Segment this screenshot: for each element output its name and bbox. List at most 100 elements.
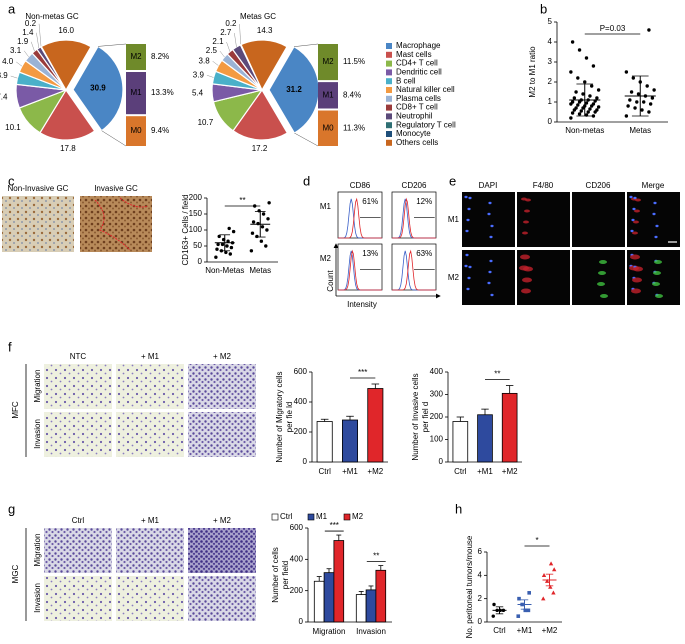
leader-line bbox=[226, 41, 231, 52]
data-point bbox=[266, 217, 270, 221]
legend-swatch bbox=[386, 43, 392, 49]
slice-label: 7.4 bbox=[0, 93, 8, 102]
stain bbox=[631, 288, 641, 294]
y-axis-label: M2 to M1 ratio bbox=[528, 46, 537, 98]
data-point bbox=[647, 28, 651, 32]
nucleus bbox=[466, 218, 470, 222]
leader-line bbox=[31, 41, 35, 52]
data-point bbox=[645, 84, 649, 88]
data-point bbox=[225, 244, 229, 248]
transwell-image bbox=[188, 412, 256, 457]
leader-line bbox=[16, 61, 23, 67]
connector bbox=[101, 130, 127, 147]
transwell-image bbox=[188, 364, 256, 409]
data-point bbox=[626, 104, 630, 108]
connector bbox=[97, 43, 127, 47]
x-tick-label: Non-Metas bbox=[205, 266, 244, 275]
data-point bbox=[591, 114, 596, 118]
row-label: M1 bbox=[320, 202, 332, 211]
panel-letter: a bbox=[8, 1, 16, 16]
data-point bbox=[264, 244, 268, 248]
data-point bbox=[250, 231, 255, 235]
stain bbox=[523, 220, 529, 224]
stain bbox=[598, 271, 606, 275]
data-point bbox=[586, 110, 590, 114]
y-tick-label: 2 bbox=[478, 594, 483, 603]
ihc-image bbox=[2, 196, 74, 252]
column-label: Merge bbox=[642, 181, 665, 190]
data-point bbox=[591, 64, 596, 68]
y-tick-label: 50 bbox=[193, 241, 202, 250]
panel-letter: b bbox=[540, 1, 547, 16]
significance-label: ** bbox=[373, 552, 379, 561]
bar bbox=[355, 594, 367, 623]
x-tick-label: Ctrl bbox=[493, 626, 506, 635]
nucleus bbox=[490, 293, 494, 297]
data-point bbox=[224, 250, 228, 255]
legend-label: Ctrl bbox=[280, 512, 293, 521]
segment-value-label: 11.5% bbox=[343, 57, 365, 66]
column-label: + M2 bbox=[213, 516, 232, 525]
data-point bbox=[227, 226, 231, 231]
percent-label: 61% bbox=[362, 197, 378, 206]
pie-slice bbox=[39, 88, 96, 141]
x-tick-label: Ctrl bbox=[318, 467, 331, 476]
data-point bbox=[569, 116, 573, 120]
significance-label: *** bbox=[358, 368, 367, 377]
segment-value-label: 9.4% bbox=[151, 126, 169, 135]
pie-title: Non-metas GC bbox=[25, 12, 79, 21]
nucleus bbox=[464, 264, 468, 268]
cell-line-label: MFC bbox=[11, 401, 20, 419]
stain bbox=[635, 198, 641, 202]
data-point bbox=[256, 221, 260, 226]
significance-label: ** bbox=[239, 196, 245, 205]
nucleus bbox=[489, 235, 493, 239]
data-point bbox=[523, 608, 528, 613]
percent-label: 63% bbox=[416, 249, 432, 258]
data-point bbox=[544, 578, 550, 583]
transwell-image bbox=[44, 576, 112, 621]
y-tick-label: 300 bbox=[430, 390, 444, 399]
legend-label: Plasma cells bbox=[396, 94, 441, 103]
pie-slice bbox=[72, 45, 124, 132]
slice-label: 10.7 bbox=[198, 118, 214, 127]
data-point bbox=[249, 249, 254, 253]
x-tick-label: +M1 bbox=[477, 467, 493, 476]
fluorescence-image bbox=[462, 192, 515, 247]
segment-label: M2 bbox=[130, 52, 142, 61]
nucleus bbox=[465, 253, 469, 257]
legend-swatch bbox=[386, 78, 392, 85]
leader-line bbox=[219, 50, 225, 58]
row-label: Migration bbox=[33, 534, 42, 567]
stain bbox=[522, 277, 532, 283]
transwell-image bbox=[116, 364, 184, 409]
percent-label: 12% bbox=[416, 197, 432, 206]
column-label: NTC bbox=[70, 352, 87, 361]
slice-label: 16.0 bbox=[58, 26, 74, 35]
data-point bbox=[588, 107, 592, 111]
stain bbox=[630, 254, 640, 260]
data-point bbox=[267, 201, 271, 205]
data-point bbox=[260, 225, 265, 229]
y-tick-label: 0 bbox=[303, 457, 308, 466]
segment-label: M1 bbox=[322, 90, 334, 99]
data-point bbox=[226, 239, 230, 243]
data-point bbox=[265, 228, 269, 232]
significance-label: *** bbox=[330, 521, 339, 530]
y-axis-label: CD163+ Cells / field bbox=[181, 195, 190, 266]
legend-swatch bbox=[307, 513, 315, 521]
data-point bbox=[231, 229, 236, 234]
data-point bbox=[569, 70, 573, 74]
y-tick-label: 200 bbox=[294, 427, 308, 436]
axis-label: Count bbox=[326, 270, 335, 292]
nucleus bbox=[464, 195, 468, 199]
column-label: F4/80 bbox=[533, 181, 554, 190]
leader-line bbox=[23, 50, 29, 57]
x-tick-label: Ctrl bbox=[454, 467, 467, 476]
y-tick-label: 600 bbox=[294, 367, 308, 376]
y-tick-label: 400 bbox=[290, 554, 304, 563]
legend-label: CD8+ T cell bbox=[396, 103, 438, 112]
slice-label: 2.1 bbox=[212, 37, 224, 46]
histogram bbox=[392, 197, 436, 239]
